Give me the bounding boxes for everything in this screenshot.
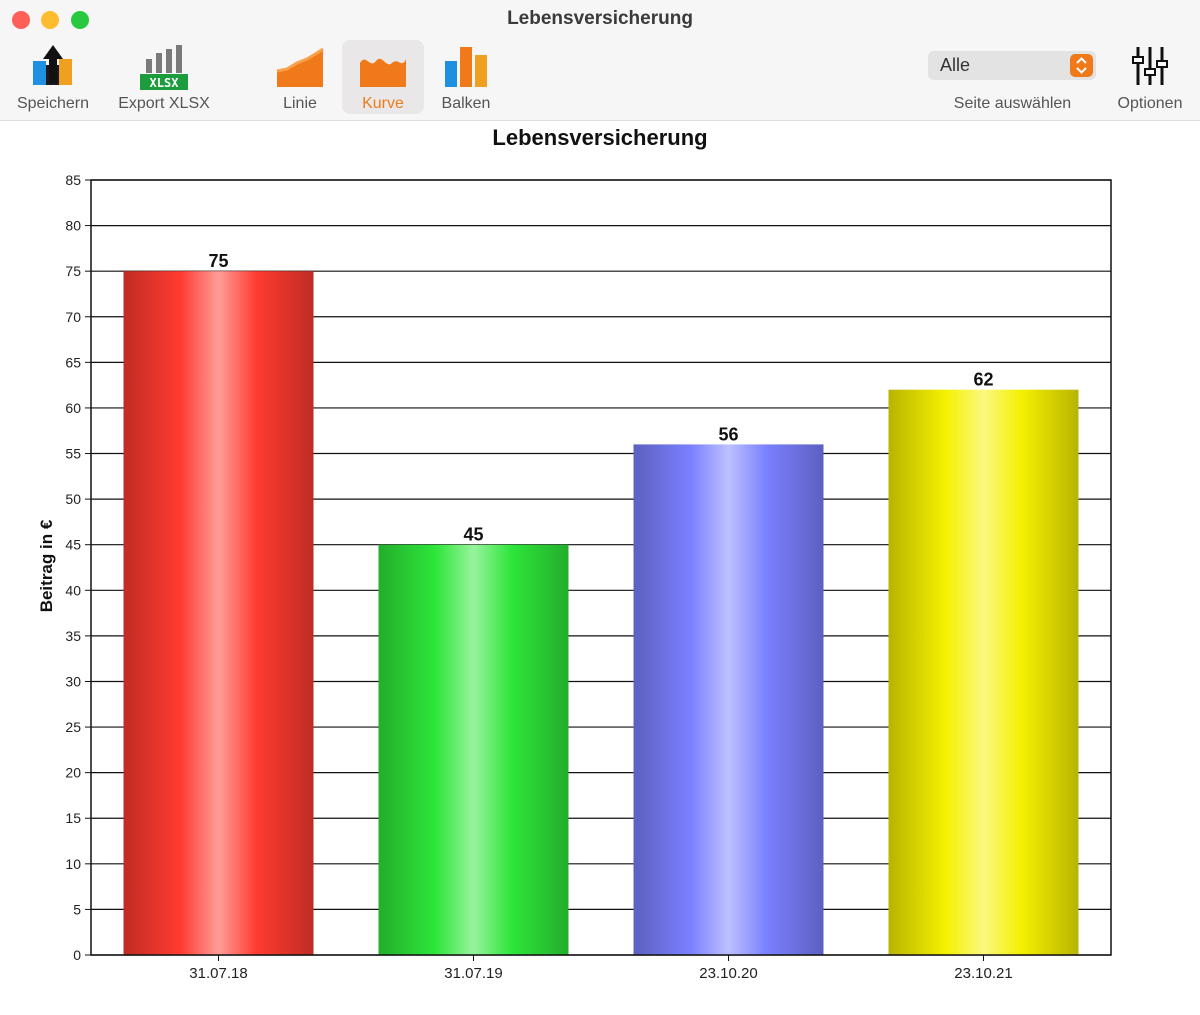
y-tick-label: 80 [65,218,81,234]
y-tick-label: 15 [65,810,81,826]
x-tick-label: 31.07.19 [444,965,502,982]
curve-chart-icon [360,58,406,87]
title-bar: Lebensversicherung Speichern XLSX Export… [0,0,1200,121]
page-select-label: Seite auswählen [953,95,1072,112]
data-label: 75 [208,251,228,271]
data-label: 45 [463,525,483,545]
line-label: Linie [283,95,317,112]
x-axis-ticks: 31.07.18 31.07.19 23.10.20 23.10.21 [189,955,1013,982]
bar [633,444,824,955]
options-label: Optionen [1117,95,1183,112]
bar-chart-button[interactable]: Balken [428,40,504,114]
chevron-up-down-icon [1070,54,1093,77]
data-label: 62 [973,370,993,390]
window-title: Lebensversicherung [507,8,693,29]
y-tick-label: 35 [65,628,81,644]
line-chart-button[interactable]: Linie [262,40,338,114]
y-axis-ticks: 0 5 10 15 20 25 30 35 40 45 50 55 60 65 70 75 80 85 [65,172,91,963]
x-tick-label: 23.10.20 [699,965,757,982]
options-button[interactable]: Optionen [1108,40,1192,114]
y-axis-label: Beitrag in € [37,519,56,612]
save-icon [33,45,72,85]
bar [123,271,314,955]
y-tick-label: 20 [65,765,81,781]
page-select-value: Alle [940,55,971,75]
y-tick-label: 25 [65,719,81,735]
y-tick-label: 5 [73,901,81,917]
bars-label: Balken [441,95,491,112]
xlsx-badge: XLSX [150,76,180,90]
bar [378,544,569,955]
y-tick-label: 85 [65,172,81,188]
y-tick-label: 60 [65,400,81,416]
bar-chart: Lebensversicherung Beitrag in € 0 5 10 15 20… [37,125,1112,982]
y-tick-label: 30 [65,673,81,689]
y-tick-label: 10 [65,856,81,872]
y-tick-label: 50 [65,491,81,507]
chart-title: Lebensversicherung [492,125,707,150]
y-tick-label: 40 [65,582,81,598]
y-tick-label: 70 [65,309,81,325]
zoom-window-button[interactable] [71,11,89,29]
export-label: Export XLSX [118,95,210,112]
x-tick-label: 23.10.21 [954,965,1012,982]
sliders-icon [1132,47,1168,85]
minimize-window-button[interactable] [41,11,59,29]
y-tick-label: 45 [65,537,81,553]
data-label: 56 [718,424,738,444]
close-window-button[interactable] [12,11,30,29]
save-label: Speichern [16,95,90,112]
x-tick-label: 31.07.18 [189,965,247,982]
y-tick-label: 75 [65,263,81,279]
y-tick-label: 65 [65,354,81,370]
bars: 75 45 56 62 [123,251,1079,955]
plot-frame [90,179,1112,956]
bar [888,389,1079,955]
area-chart-icon [276,47,324,87]
export-xlsx-button[interactable]: XLSX Export XLSX [110,40,218,114]
spreadsheet-export-icon: XLSX [140,45,188,90]
save-button[interactable]: Speichern [8,40,98,114]
y-tick-label: 55 [65,446,81,462]
bar-chart-icon [445,47,487,87]
page-select-dropdown[interactable]: Alle [928,51,1096,80]
y-tick-label: 0 [73,947,81,963]
curve-label: Kurve [362,95,404,112]
curve-chart-button[interactable]: Kurve [342,40,424,114]
